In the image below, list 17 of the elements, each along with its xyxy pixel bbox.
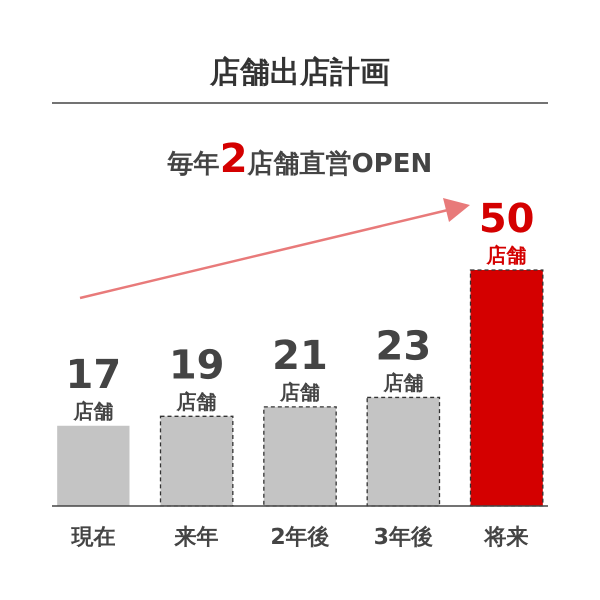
chart-title: 店舗出店計画 xyxy=(209,55,390,90)
data-label: 50 店舗 xyxy=(478,196,535,267)
data-label: 19 店舗 xyxy=(168,342,225,414)
data-label: 23 店舗 xyxy=(375,323,432,394)
chart-subtitle: 毎年2店舗直営OPEN xyxy=(166,136,432,182)
x-tick-label: 3年後 xyxy=(374,525,433,550)
bar xyxy=(160,416,234,507)
x-tick-label: 将来 xyxy=(484,525,529,550)
bar xyxy=(263,406,337,507)
x-tick-label: 来年 xyxy=(174,525,219,550)
data-label: 21 店舗 xyxy=(272,332,328,404)
bar xyxy=(366,396,440,507)
data-label: 17 店舗 xyxy=(65,352,122,423)
x-tick-label: 2年後 xyxy=(270,525,330,550)
bar xyxy=(470,269,544,507)
x-tick-label: 現在 xyxy=(70,525,116,550)
bar xyxy=(57,426,130,506)
